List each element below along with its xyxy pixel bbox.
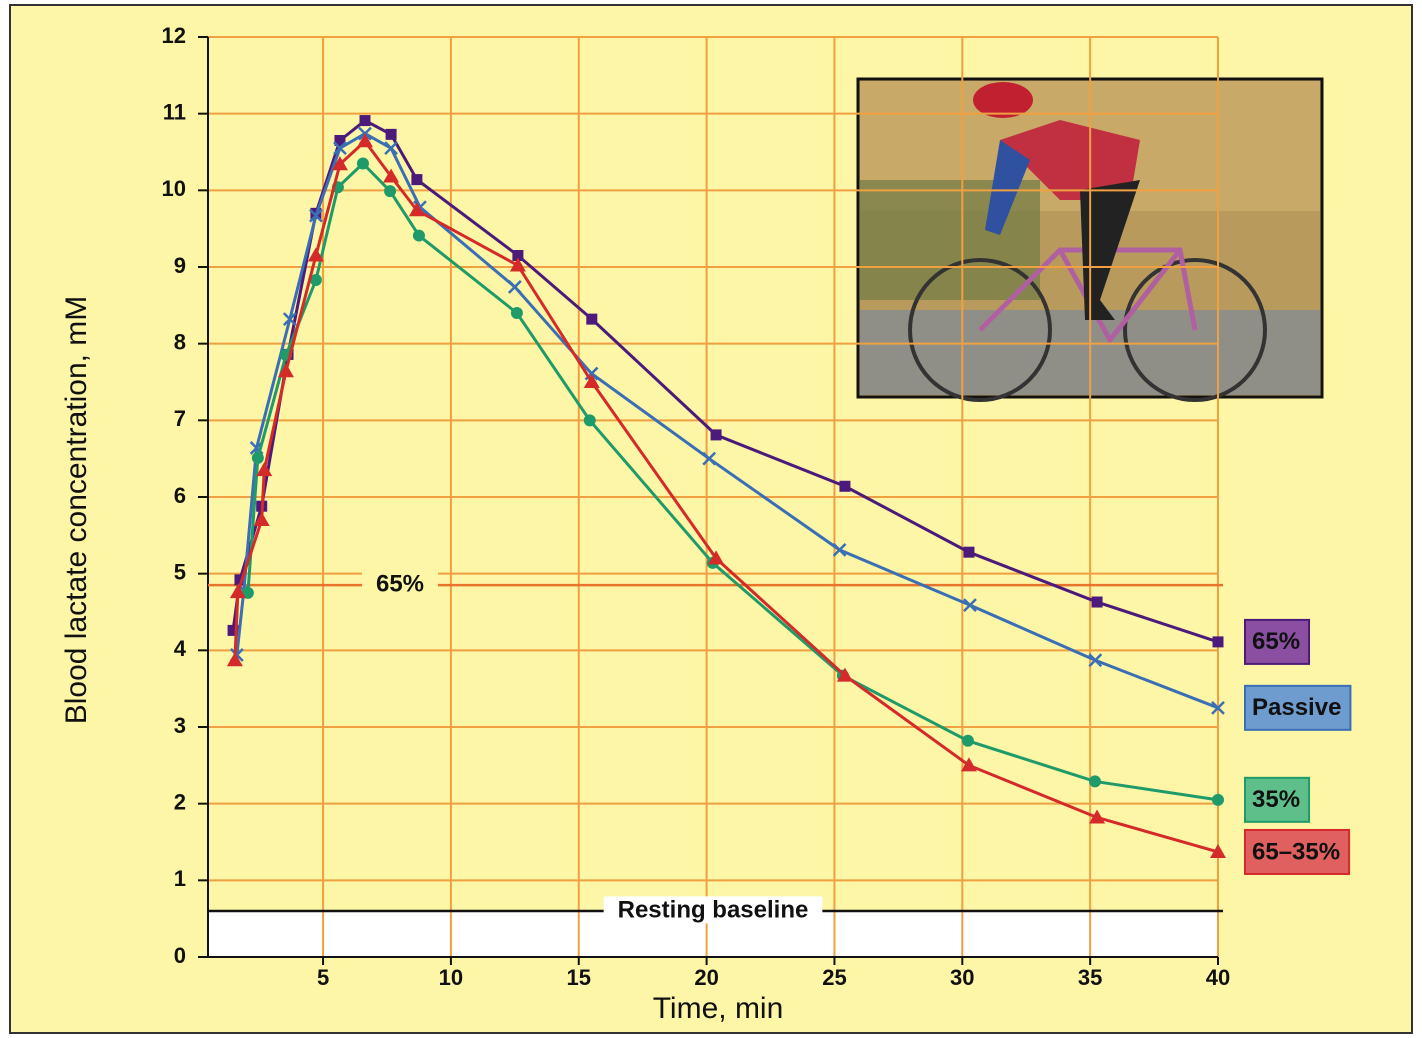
marker-square <box>334 135 346 146</box>
marker-circle <box>1089 775 1102 788</box>
marker-x <box>832 543 847 557</box>
legend-label: Passive <box>1252 694 1341 721</box>
y-tick-label: 9 <box>174 253 186 278</box>
marker-triangle <box>256 462 273 477</box>
x-tick-label: 35 <box>1078 965 1102 990</box>
marker-triangle <box>583 374 600 388</box>
photo-wheel <box>1123 258 1267 402</box>
marker-circle <box>356 157 369 170</box>
reference-label: 65% <box>376 571 424 598</box>
marker-triangle <box>307 247 324 262</box>
marker-square <box>512 250 524 261</box>
marker-circle <box>384 185 397 198</box>
y-tick-label: 0 <box>174 943 186 968</box>
photo-wheel <box>908 258 1052 402</box>
y-tick-label: 5 <box>174 559 186 584</box>
marker-triangle <box>836 667 853 682</box>
marker-square <box>963 546 975 558</box>
marker-x <box>384 141 398 156</box>
marker-square <box>385 128 397 140</box>
y-tick-label: 7 <box>174 406 186 431</box>
series-line <box>231 118 1219 644</box>
y-tick-label: 10 <box>162 176 186 201</box>
legend-box <box>1244 684 1352 731</box>
marker-circle <box>1212 793 1224 806</box>
photo-helmet <box>973 82 1033 118</box>
marker-square <box>1091 596 1103 608</box>
y-tick-label: 6 <box>174 483 186 508</box>
y-tick-label: 12 <box>162 23 186 48</box>
marker-square <box>411 174 423 186</box>
photo-frame-bike <box>978 247 1198 345</box>
marker-circle <box>309 274 322 287</box>
marker-x <box>702 451 717 466</box>
y-tick-label: 1 <box>174 866 186 891</box>
marker-x <box>1088 653 1103 668</box>
x-tick-label: 40 <box>1206 965 1230 990</box>
marker-triangle <box>960 757 977 772</box>
marker-x <box>282 312 297 327</box>
x-axis-title: Time, min <box>653 992 784 1025</box>
marker-x <box>309 208 323 223</box>
legend-label: 65% <box>1252 628 1300 655</box>
marker-square <box>234 574 246 586</box>
y-tick-label: 3 <box>174 713 186 738</box>
marker-circle <box>241 586 254 599</box>
legend-box <box>1244 828 1351 875</box>
x-tick-label: 5 <box>317 965 329 990</box>
marker-square <box>359 115 371 127</box>
photo-jersey <box>1000 120 1140 200</box>
marker-x <box>1211 700 1225 715</box>
marker-triangle <box>1210 843 1226 858</box>
marker-square <box>1212 636 1224 648</box>
marker-triangle <box>277 363 294 378</box>
marker-x <box>963 598 977 612</box>
photo-legs <box>1080 180 1140 320</box>
series-line <box>235 131 1219 710</box>
y-tick-label: 4 <box>174 636 187 661</box>
y-tick-label: 8 <box>174 329 186 354</box>
legend-label: 35% <box>1252 786 1300 813</box>
x-tick-label: 10 <box>439 965 463 990</box>
photo-arm <box>985 140 1030 235</box>
marker-triangle <box>708 550 725 565</box>
marker-x <box>507 280 522 294</box>
marker-circle <box>961 734 974 747</box>
marker-x <box>333 141 347 156</box>
marker-triangle <box>226 652 243 667</box>
x-tick-label: 20 <box>694 965 718 990</box>
marker-triangle <box>509 257 526 272</box>
marker-triangle <box>356 133 373 148</box>
marker-triangle <box>253 512 270 526</box>
marker-circle <box>583 414 596 427</box>
marker-square <box>839 480 851 492</box>
legend-box <box>1244 776 1311 823</box>
marker-square <box>586 313 598 325</box>
marker-square <box>227 624 239 636</box>
reference-label-bg <box>361 570 439 598</box>
marker-triangle <box>1089 809 1106 824</box>
reference-label-bg <box>603 896 823 924</box>
marker-triangle <box>229 584 246 599</box>
marker-triangle <box>331 156 348 171</box>
x-tick-label: 25 <box>822 965 846 990</box>
y-axis-title: Blood lactate concentration, mM <box>60 296 93 725</box>
marker-circle <box>510 307 523 319</box>
marker-circle <box>251 451 264 464</box>
x-tick-label: 30 <box>950 965 974 990</box>
legend-label: 65–35% <box>1252 838 1340 865</box>
marker-triangle <box>383 168 400 183</box>
marker-triangle <box>408 202 425 217</box>
y-tick-label: 2 <box>174 789 186 814</box>
y-tick-label: 11 <box>163 99 186 124</box>
legend-box <box>1244 618 1311 665</box>
reference-label: Resting baseline <box>618 896 809 923</box>
marker-square <box>710 429 722 441</box>
marker-circle <box>412 229 425 242</box>
x-tick-label: 15 <box>567 965 591 990</box>
